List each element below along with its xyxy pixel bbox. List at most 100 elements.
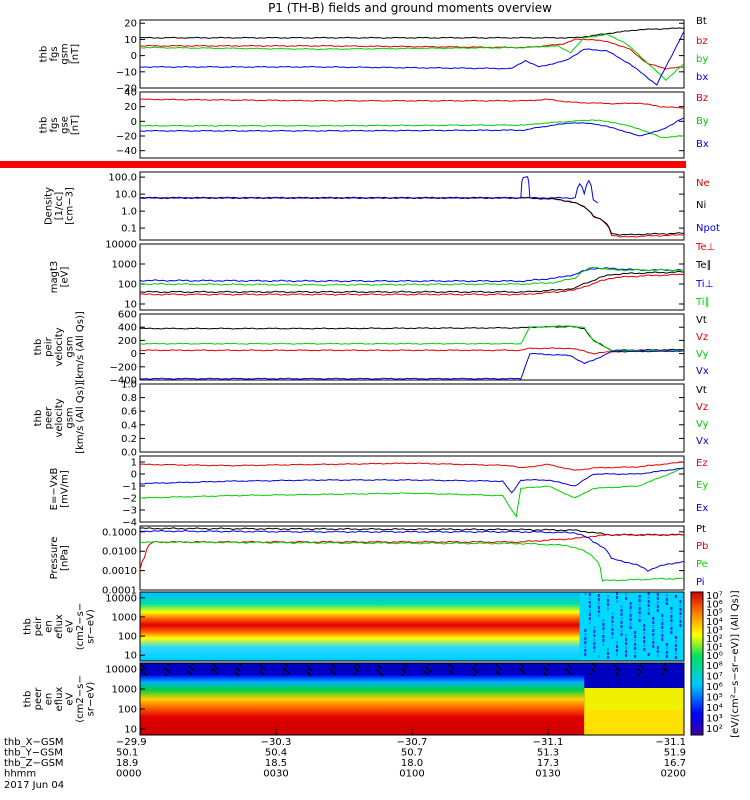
- heatmap-peir-noise: [629, 626, 632, 629]
- panel-temperature-ytick: 100: [118, 279, 137, 290]
- heatmap-peer-noise: [283, 668, 285, 670]
- heatmap-peir-noise: [674, 648, 677, 651]
- heatmap-peir-noise: [652, 641, 655, 644]
- heatmap-peer-noise: [235, 672, 237, 674]
- heatmap-peer-noise: [191, 668, 193, 670]
- panel-peir_velocity-ylabel: [km/s (All Qs)]: [75, 311, 86, 383]
- legend-peer_velocity-entry: Vy: [696, 419, 709, 430]
- series-temperature-ti: [139, 266, 685, 287]
- heatmap-peir-noise: [597, 606, 600, 609]
- panel-peir_eflux-ytick: 10000: [105, 593, 137, 604]
- panel-pressure-ylabel: Pressure: [49, 537, 60, 580]
- heatmap-peir-noise: [656, 654, 659, 657]
- heatmap-peir-noise: [661, 630, 664, 633]
- heatmap-peer-noise: [593, 670, 595, 672]
- legend-peer_velocity-entry: Vz: [696, 402, 708, 413]
- colorbar-tick: 10⁶: [706, 682, 723, 693]
- heatmap-peir-noise: [611, 632, 614, 635]
- panel-fgs_gse-frame: [139, 91, 685, 159]
- heatmap-peer-noise: [261, 666, 263, 668]
- heatmap-peer-noise: [306, 665, 308, 667]
- panel-temperature-ytick: 10000: [105, 240, 137, 251]
- heatmap-peir-noise: [625, 654, 628, 657]
- heatmap-peir-noise: [670, 615, 673, 618]
- heatmap-peer-noise: [378, 665, 380, 667]
- heatmap-peer-noise: [262, 673, 264, 675]
- heatmap-peer-noise: [263, 668, 265, 670]
- heatmap-peer-noise: [570, 673, 572, 675]
- heatmap-peer-noise: [333, 666, 335, 668]
- panel-peir_velocity-ytick: −200: [110, 362, 137, 373]
- heatmap-peer-noise: [164, 667, 166, 669]
- heatmap-peir-noise: [665, 594, 668, 597]
- heatmap-peir-noise: [629, 610, 632, 613]
- heatmap-peir-noise: [643, 636, 646, 639]
- heatmap-peir-noise: [638, 619, 641, 622]
- heatmap-peir-noise: [602, 643, 605, 646]
- heatmap-peir-noise: [588, 609, 591, 612]
- panel-density-ytick: 10.0: [115, 190, 137, 201]
- heatmap-peer-noise: [144, 667, 146, 669]
- ephemeris-label: thb_Z−GSM: [4, 758, 64, 769]
- colorbar-label: [eV/(cm²−s−sr−eV)] (All Qs)]: [730, 590, 741, 738]
- colorbar-tick: 10⁴: [706, 617, 723, 628]
- panel-fgs_gsm-frame: [139, 19, 685, 89]
- legend-fgs_gsm-entry: bx: [696, 72, 708, 83]
- heatmap-peer-noise: [662, 673, 664, 675]
- heatmap-peer-noise: [334, 673, 336, 675]
- panel-peer_eflux-ytick: 100: [118, 704, 137, 715]
- panel-fgs_gsm-ytick: 0: [131, 51, 137, 62]
- panel-peer_velocity-ytick: 0.8: [121, 393, 137, 404]
- heatmap-peer-noise: [473, 674, 475, 676]
- heatmap-peir-noise: [643, 624, 646, 627]
- heatmap-peir-noise: [670, 631, 673, 634]
- panel-peer_velocity-ylabel: peer: [44, 406, 55, 430]
- heatmap-peir-noise: [606, 595, 609, 598]
- heatmap-peir-noise: [652, 645, 655, 648]
- legend-peir_velocity-entry: Vx: [696, 366, 709, 377]
- ephemeris-value: −30.3: [261, 737, 292, 748]
- legend-peir_velocity-entry: Vt: [696, 315, 707, 326]
- heatmap-peer-noise: [452, 667, 454, 669]
- heatmap-peer-noise: [617, 674, 619, 676]
- panel-pressure-ytick: 0.0100: [102, 547, 137, 558]
- heatmap-peir-noise: [652, 637, 655, 640]
- heatmap-peir-noise: [593, 646, 596, 649]
- heatmap-peir-noise: [625, 646, 628, 649]
- series-density-ne: [139, 196, 685, 238]
- panel-peir_eflux-ylabel: eV: [65, 620, 76, 633]
- heatmap-peir-noise: [593, 642, 596, 645]
- heatmap-peir-noise: [629, 614, 632, 617]
- heatmap-peir-noise: [652, 617, 655, 620]
- heatmap-peer-noise: [476, 671, 478, 673]
- heatmap-peir-noise: [661, 638, 664, 641]
- panel-fgs_gsm-ylabel: thb: [38, 46, 49, 63]
- series-peir_velocity-vy: [139, 325, 684, 352]
- heatmap-peir-noise: [638, 611, 641, 614]
- series-fgs_gse-by: [140, 119, 685, 139]
- panel-fgs_gsm-ytick: 20: [124, 19, 137, 30]
- heatmap-peir-noise: [584, 592, 587, 595]
- panel-peer_velocity-ylabel: gsm: [65, 407, 76, 428]
- heatmap-peir-noise: [597, 655, 600, 658]
- panel-pressure-ylabel: [nPa]: [59, 545, 70, 571]
- heatmap-peer-noise: [216, 667, 218, 669]
- heatmap-peir-noise: [665, 651, 668, 654]
- heatmap-peer-noise: [665, 670, 667, 672]
- heatmap-peer-noise: [497, 666, 499, 668]
- ephemeris-value: 18.5: [265, 758, 287, 769]
- heatmap-peir-noise: [625, 650, 628, 653]
- heatmap-peer-noise: [377, 670, 379, 672]
- legend-fgs_gsm-entry: bz: [696, 36, 708, 47]
- heatmap-peir-noise: [665, 647, 668, 650]
- ephemeris-label: hhmm: [4, 769, 36, 780]
- heatmap-peir-noise: [638, 603, 641, 606]
- ephemeris-value: 0200: [661, 769, 686, 780]
- heatmap-peir-noise: [602, 639, 605, 642]
- heatmap-peer-noise: [285, 670, 287, 672]
- series-fgs_gsm-by: [139, 33, 685, 82]
- colorbar-tick: 10³: [706, 625, 723, 636]
- panel-efield-ytick: −1: [122, 482, 137, 493]
- panel-fgs_gsm-ytick: −20: [116, 84, 137, 95]
- panel-peer_velocity-ytick: 0.6: [121, 407, 137, 418]
